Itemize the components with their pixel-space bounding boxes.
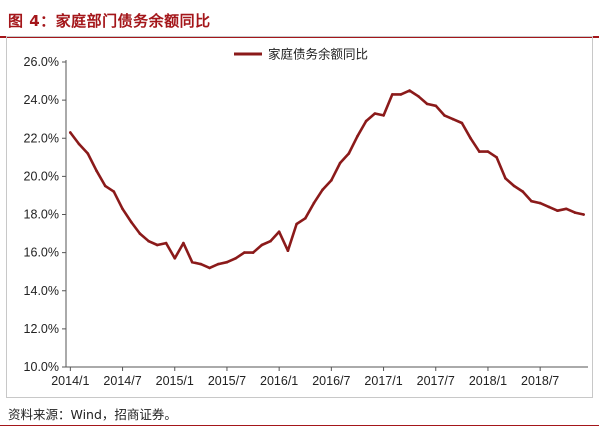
data-point [460, 121, 464, 125]
data-point [547, 205, 551, 209]
y-tick-label: 18.0% [24, 208, 59, 222]
data-point [199, 262, 203, 266]
data-point [486, 150, 490, 153]
data-point [373, 112, 377, 115]
data-point [269, 239, 272, 243]
data-point [582, 213, 585, 216]
x-tick-label: 2018/7 [521, 374, 559, 388]
y-tick-label: 24.0% [24, 93, 59, 107]
data-point [225, 260, 229, 264]
data-point [304, 217, 307, 220]
data-point [130, 220, 133, 224]
data-point [95, 169, 98, 172]
data-point [469, 137, 472, 140]
x-tick-label: 2017/1 [364, 374, 402, 388]
data-point [147, 239, 150, 243]
data-point [286, 249, 290, 252]
data-point [451, 117, 455, 121]
x-tick-label: 2014/7 [103, 374, 141, 388]
data-point [112, 190, 116, 193]
data-point [556, 209, 559, 212]
data-point [425, 102, 429, 106]
data-point [190, 260, 194, 264]
data-point [234, 257, 237, 260]
data-point [417, 95, 420, 98]
data-point [138, 232, 142, 235]
data-point [69, 131, 72, 134]
data-point [173, 257, 177, 260]
x-tick-label: 2016/1 [260, 374, 298, 388]
data-point [86, 152, 90, 155]
data-point [434, 104, 438, 108]
data-point [391, 93, 394, 96]
series-line [69, 89, 585, 270]
y-tick-label: 22.0% [24, 131, 59, 145]
data-point [512, 184, 516, 188]
data-point [347, 152, 351, 155]
y-tick-label: 16.0% [24, 246, 59, 260]
x-tick-label: 2017/7 [417, 374, 455, 388]
data-point [504, 177, 507, 180]
y-tick-label: 26.0% [24, 55, 59, 69]
data-point [251, 251, 255, 254]
data-point [399, 93, 403, 96]
data-point [538, 201, 542, 205]
data-point [338, 161, 342, 165]
source-note: 资料来源：Wind，招商证券。 [8, 407, 177, 422]
data-point [330, 178, 333, 182]
data-point [573, 211, 577, 214]
data-point [356, 135, 359, 138]
y-tick-label: 20.0% [24, 169, 59, 183]
footer-rule [0, 425, 599, 426]
data-point [243, 251, 246, 254]
data-point [521, 190, 525, 193]
data-point [478, 150, 481, 153]
data-point [364, 119, 368, 123]
data-point [164, 241, 168, 245]
x-tick-label: 2015/7 [208, 374, 246, 388]
y-tick-label: 12.0% [24, 322, 59, 336]
x-tick-label: 2016/7 [312, 374, 350, 388]
x-tick-label: 2015/1 [156, 374, 194, 388]
legend-label: 家庭债务余额同比 [268, 47, 368, 62]
y-tick-label: 10.0% [24, 360, 59, 374]
data-point [530, 199, 533, 203]
x-tick-label: 2018/1 [469, 374, 507, 388]
y-tick-label: 14.0% [24, 284, 59, 298]
data-point [182, 241, 185, 245]
data-point [382, 114, 385, 117]
data-point [312, 201, 316, 205]
data-point [565, 207, 568, 211]
data-point [321, 188, 324, 191]
data-point [408, 89, 411, 92]
data-point [103, 184, 107, 188]
data-point [156, 243, 159, 247]
title-rule [0, 36, 599, 38]
data-point [77, 142, 81, 146]
chart-frame [6, 36, 593, 398]
figure-title: 图 4：家庭部门债务余额同比 [8, 12, 211, 30]
data-point [295, 222, 298, 226]
x-tick-label: 2014/1 [51, 374, 89, 388]
data-point [217, 262, 220, 266]
data-point [260, 243, 264, 247]
title-bar: 图 4：家庭部门债务余额同比 [0, 6, 599, 38]
data-point [121, 207, 124, 211]
data-point [495, 156, 498, 159]
data-point [208, 266, 211, 270]
data-point [443, 114, 446, 117]
data-point [277, 230, 281, 233]
